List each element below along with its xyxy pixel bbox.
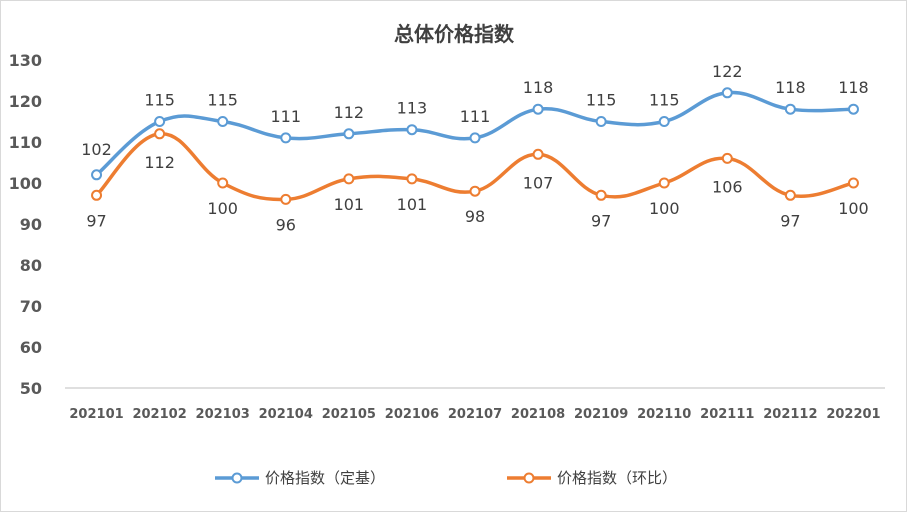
data-point xyxy=(217,177,229,189)
data-point xyxy=(658,177,670,189)
data-label: 112 xyxy=(334,103,365,122)
chart-title: 总体价格指数 xyxy=(394,22,515,46)
data-label: 101 xyxy=(334,195,365,214)
data-point xyxy=(154,128,166,140)
data-point xyxy=(280,132,292,144)
data-label: 115 xyxy=(586,91,617,110)
x-tick-label: 202109 xyxy=(574,407,628,422)
data-point xyxy=(532,148,544,160)
data-point xyxy=(406,173,418,185)
data-point xyxy=(343,128,355,140)
x-tick-label: 202112 xyxy=(763,407,817,422)
data-point xyxy=(847,177,859,189)
y-tick-label: 70 xyxy=(20,297,42,316)
data-point xyxy=(154,116,166,127)
y-tick-label: 60 xyxy=(20,338,42,357)
data-point xyxy=(595,116,607,127)
legend-marker xyxy=(231,472,243,484)
data-point xyxy=(658,116,670,127)
data-label: 100 xyxy=(207,199,238,218)
y-tick-label: 90 xyxy=(20,215,42,234)
data-point xyxy=(91,189,103,201)
data-point xyxy=(91,169,103,181)
data-point xyxy=(595,189,607,201)
data-point xyxy=(469,185,481,197)
data-label: 112 xyxy=(144,153,175,172)
x-tick-label: 202101 xyxy=(69,407,123,422)
data-point xyxy=(784,189,796,201)
x-tick-label: 202102 xyxy=(132,407,186,422)
x-tick-label: 202108 xyxy=(511,407,565,422)
x-tick-label: 202104 xyxy=(259,407,313,422)
legend-label: 价格指数（环比） xyxy=(557,469,677,487)
data-label: 100 xyxy=(838,199,869,218)
data-point xyxy=(721,152,733,164)
data-label: 118 xyxy=(523,78,554,97)
x-tick-label: 202201 xyxy=(826,407,880,422)
data-label: 115 xyxy=(144,91,175,110)
series-markers xyxy=(91,87,859,205)
data-label: 113 xyxy=(397,99,428,118)
data-point xyxy=(721,87,733,99)
data-point xyxy=(217,116,229,127)
data-point xyxy=(280,193,292,205)
data-label: 115 xyxy=(207,91,238,110)
x-tick-label: 202107 xyxy=(448,407,502,422)
data-point xyxy=(784,103,796,115)
y-tick-label: 130 xyxy=(9,51,42,70)
data-label: 118 xyxy=(838,78,869,97)
x-tick-label: 202105 xyxy=(322,407,376,422)
data-label: 102 xyxy=(81,140,112,159)
y-tick-label: 110 xyxy=(9,133,42,152)
data-point xyxy=(469,132,481,144)
y-axis-tick-labels: 50 60 70 80 90 100 110 120 130 xyxy=(9,51,42,398)
data-labels: 102 115 115 111 112 113 111 118 115 115 122 118 118 9… xyxy=(81,62,868,235)
y-tick-label: 100 xyxy=(9,174,42,193)
y-tick-label: 120 xyxy=(9,92,42,111)
data-point xyxy=(343,173,355,185)
x-tick-label: 202106 xyxy=(385,407,439,422)
data-label: 97 xyxy=(86,211,106,230)
data-label: 97 xyxy=(591,211,611,230)
y-tick-label: 80 xyxy=(20,256,42,275)
data-label: 97 xyxy=(780,211,800,230)
data-label: 100 xyxy=(649,199,680,218)
data-label: 107 xyxy=(523,173,554,192)
x-tick-label: 202110 xyxy=(637,407,691,422)
data-label: 111 xyxy=(460,107,491,126)
data-label: 106 xyxy=(712,177,743,196)
data-label: 111 xyxy=(270,107,301,126)
data-label: 96 xyxy=(276,215,296,234)
legend: 价格指数（定基） 价格指数（环比） xyxy=(215,469,677,487)
y-tick-label: 50 xyxy=(20,379,42,398)
data-label: 98 xyxy=(465,207,485,226)
legend-label: 价格指数（定基） xyxy=(265,469,385,487)
data-point xyxy=(847,103,859,115)
x-tick-label: 202111 xyxy=(700,407,754,422)
data-label: 122 xyxy=(712,62,743,81)
data-label: 101 xyxy=(397,195,428,214)
data-point xyxy=(406,124,418,136)
data-label: 115 xyxy=(649,91,680,110)
data-label: 118 xyxy=(775,78,806,97)
data-point xyxy=(532,103,544,115)
x-axis-tick-labels: 202101 202102 202103 202104 202105 202106 2021… xyxy=(69,407,880,422)
legend-marker xyxy=(523,472,535,484)
x-tick-label: 202103 xyxy=(196,407,250,422)
